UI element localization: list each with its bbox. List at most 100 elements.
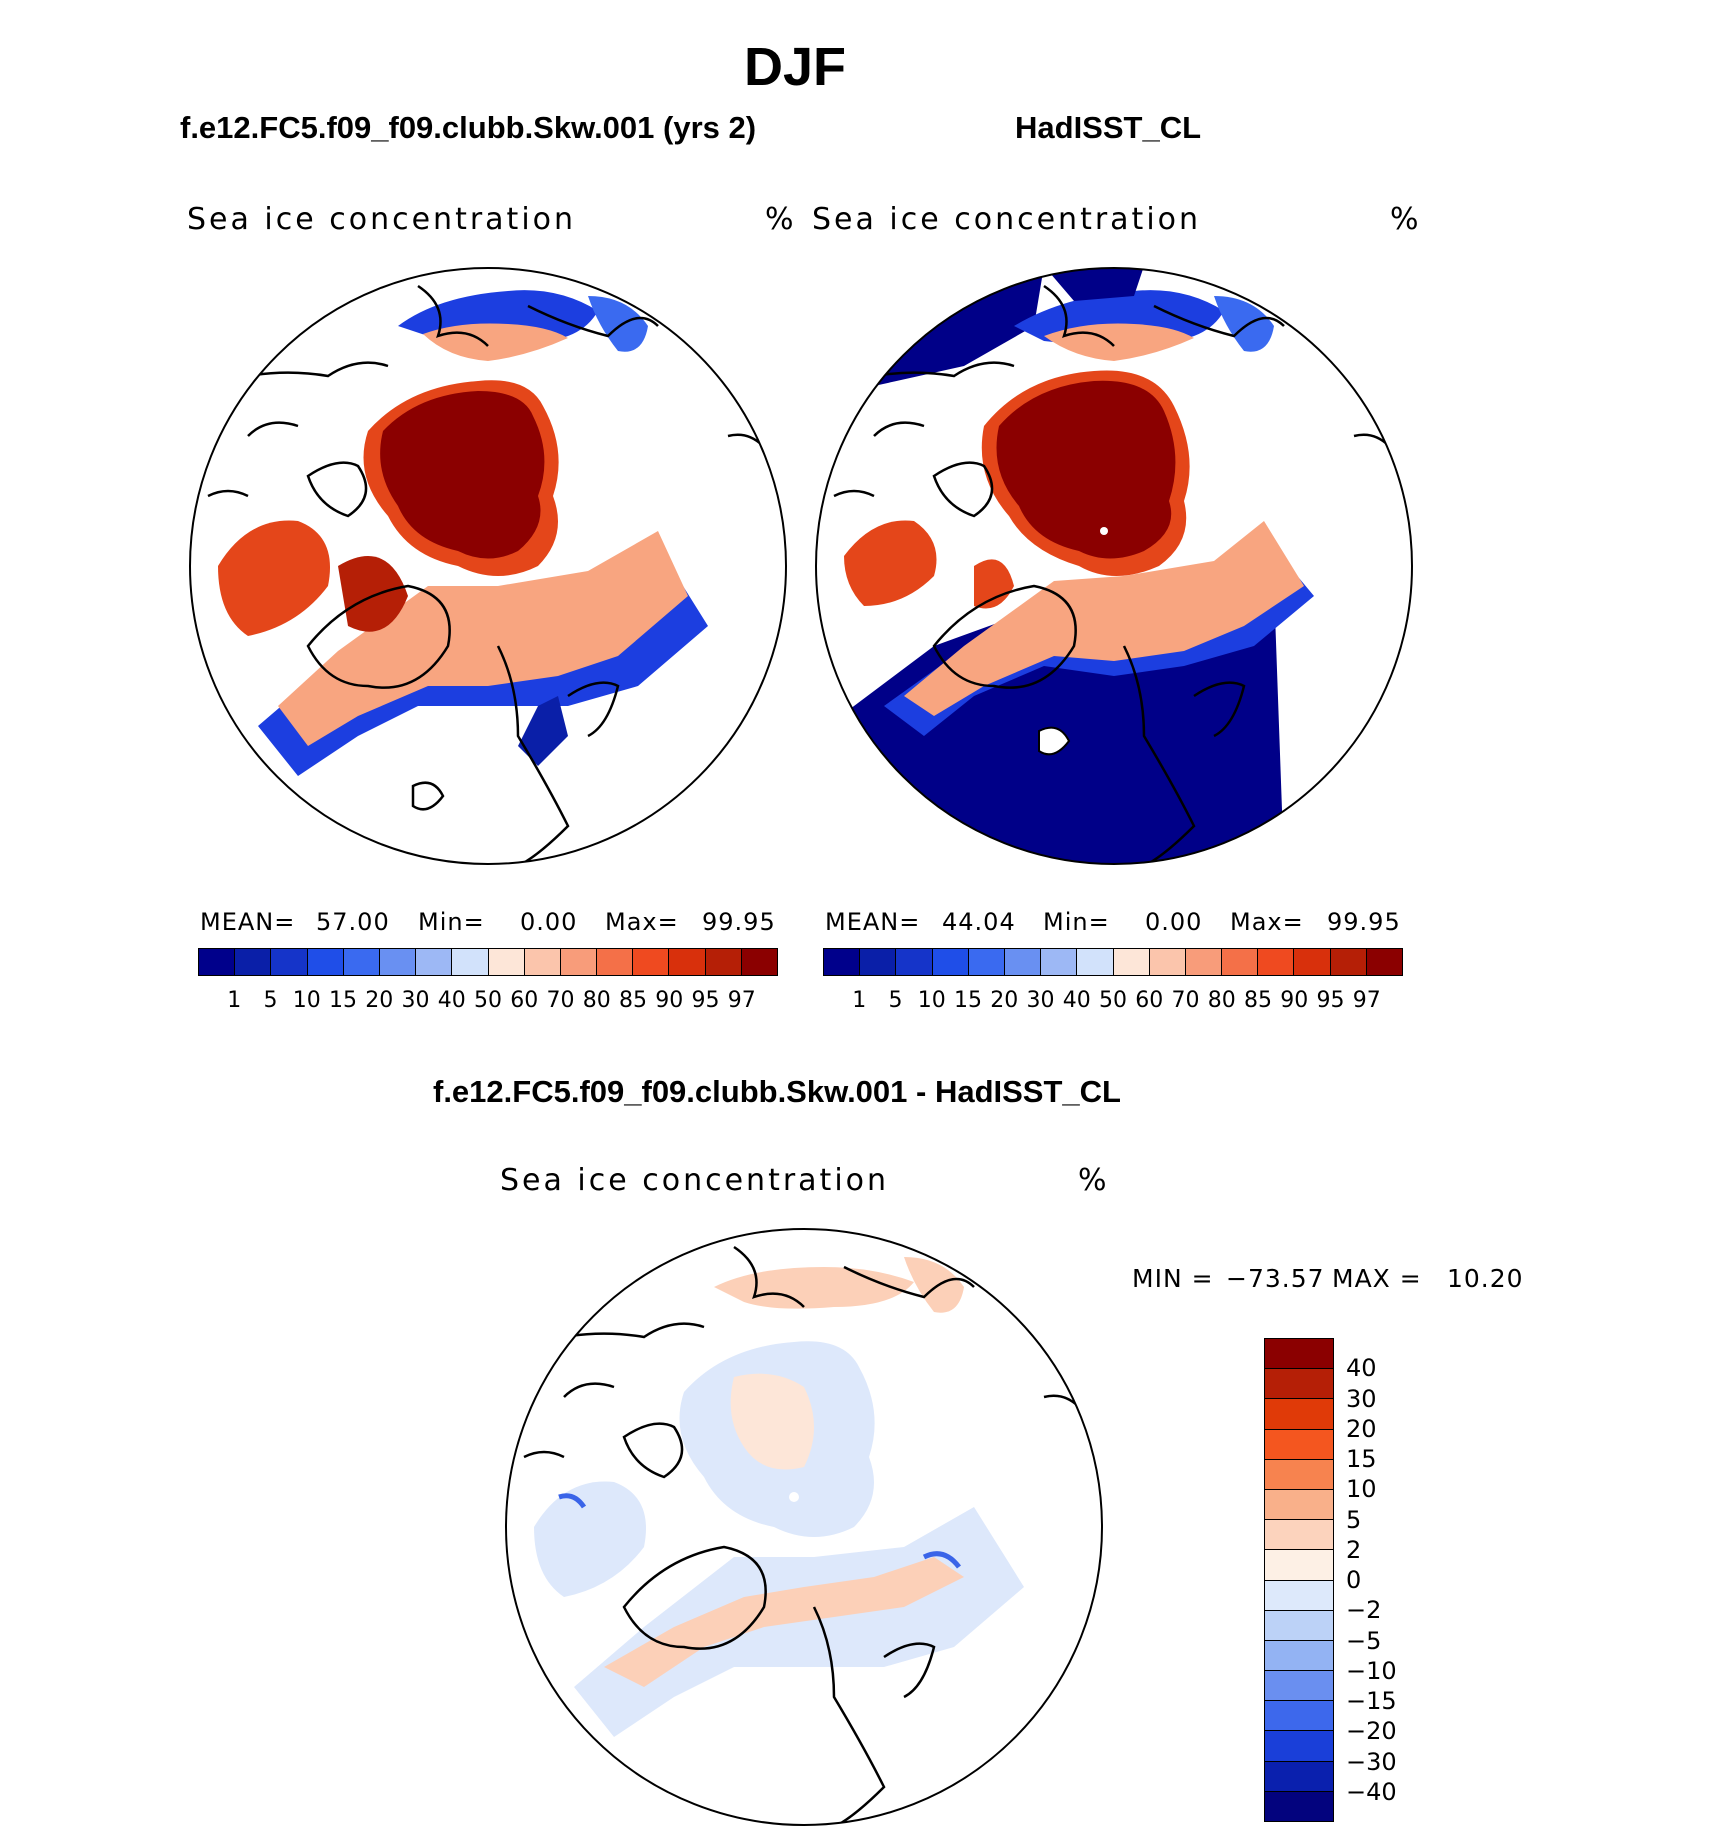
left-max-value: 99.95 bbox=[702, 908, 776, 936]
diff-min-value: −73.57 bbox=[1226, 1264, 1325, 1293]
map-left bbox=[189, 267, 787, 865]
colorbar-right-tick-label: 70 bbox=[1171, 988, 1200, 1013]
colorbar-diff-ticks: 40 30 20 15 10 5 2 0 −2 −5 −10 −15 −20 −30 −40 bbox=[1346, 1338, 1446, 1822]
colorbar-right-tick-label: 97 bbox=[1352, 988, 1381, 1013]
colorbar-diff bbox=[1264, 1338, 1334, 1822]
colorbar-diff-swatch bbox=[1265, 1671, 1333, 1702]
right-mean-value: 44.04 bbox=[942, 908, 1016, 936]
colorbar-diff-tick-label: −5 bbox=[1346, 1626, 1382, 1655]
colorbar-diff-swatch bbox=[1265, 1429, 1333, 1460]
colorbar-diff-tick-label: 30 bbox=[1346, 1384, 1377, 1413]
colorbar-right-swatch bbox=[824, 949, 861, 975]
colorbar-diff-swatch bbox=[1265, 1761, 1333, 1792]
colorbar-diff-tick-label: 20 bbox=[1346, 1414, 1377, 1443]
colorbar-left bbox=[198, 948, 778, 976]
colorbar-left-tick-label: 20 bbox=[365, 988, 394, 1013]
colorbar-diff-tick-label: −20 bbox=[1346, 1717, 1397, 1746]
colorbar-left-tick-label: 70 bbox=[546, 988, 575, 1013]
colorbar-right-swatch bbox=[1077, 949, 1114, 975]
colorbar-left-swatch bbox=[741, 949, 777, 975]
colorbar-left-tick-label: 60 bbox=[510, 988, 539, 1013]
colorbar-diff-tick-label: 15 bbox=[1346, 1445, 1377, 1473]
panel-diff-subtitle: f.e12.FC5.f09_f09.clubb.Skw.001 - HadISS… bbox=[433, 1074, 1121, 1109]
diff-max-label: MAX = bbox=[1332, 1264, 1422, 1293]
colorbar-left-tick-label: 85 bbox=[619, 988, 647, 1013]
colorbar-diff-tick-label: 2 bbox=[1346, 1535, 1362, 1564]
colorbar-left-tick-label: 15 bbox=[329, 988, 357, 1013]
colorbar-diff-swatch bbox=[1265, 1550, 1333, 1581]
map-diff bbox=[505, 1228, 1103, 1826]
colorbar-right-swatch bbox=[1330, 949, 1367, 975]
colorbar-diff-swatch bbox=[1265, 1701, 1333, 1732]
panel-diff-units: % bbox=[1078, 1163, 1110, 1198]
colorbar-left-swatch bbox=[669, 949, 706, 975]
panel-right-variable: Sea ice concentration bbox=[812, 202, 1202, 237]
colorbar-left-tick-label: 80 bbox=[582, 988, 611, 1013]
colorbar-right-swatch bbox=[1113, 949, 1150, 975]
colorbar-diff-swatch bbox=[1265, 1791, 1333, 1821]
colorbar-diff-swatch bbox=[1265, 1489, 1333, 1521]
colorbar-right-swatch bbox=[1222, 949, 1259, 975]
left-min-value: 0.00 bbox=[520, 908, 578, 936]
colorbar-left-tick-label: 50 bbox=[474, 988, 502, 1013]
colorbar-right-tick-label: 30 bbox=[1026, 988, 1055, 1013]
colorbar-left-swatch bbox=[452, 949, 489, 975]
colorbar-diff-tick-label: 0 bbox=[1346, 1566, 1362, 1594]
colorbar-right-swatch bbox=[1294, 949, 1331, 975]
right-min-label: Min= bbox=[1043, 908, 1110, 936]
right-min-value: 0.00 bbox=[1145, 908, 1203, 936]
colorbar-right-tick-label: 10 bbox=[917, 988, 946, 1013]
colorbar-diff-tick-label: 40 bbox=[1346, 1354, 1377, 1383]
colorbar-diff-swatch bbox=[1265, 1520, 1333, 1551]
left-mean-label: MEAN= bbox=[200, 908, 296, 936]
colorbar-right-swatch bbox=[1258, 949, 1295, 975]
colorbar-left-swatch bbox=[597, 949, 634, 975]
colorbar-right-tick-label: 1 bbox=[852, 988, 867, 1013]
colorbar-diff-tick-label: −15 bbox=[1346, 1687, 1397, 1715]
colorbar-left-tick-label: 30 bbox=[401, 988, 430, 1013]
diff-min-label: MIN = bbox=[1132, 1264, 1214, 1293]
colorbar-left-tick-label: 5 bbox=[263, 988, 278, 1013]
colorbar-left-swatch bbox=[307, 949, 344, 975]
right-max-label: Max= bbox=[1230, 908, 1304, 936]
colorbar-diff-swatch bbox=[1265, 1369, 1333, 1400]
colorbar-right-swatch bbox=[1149, 949, 1186, 975]
colorbar-right-swatch bbox=[1004, 949, 1042, 975]
colorbar-diff-swatch bbox=[1265, 1339, 1333, 1370]
colorbar-left-swatch bbox=[633, 949, 670, 975]
colorbar-left-swatch bbox=[416, 949, 453, 975]
colorbar-left-swatch bbox=[560, 949, 598, 975]
colorbar-right-swatch bbox=[860, 949, 897, 975]
colorbar-right-swatch bbox=[932, 949, 969, 975]
colorbar-right-tick-label: 80 bbox=[1207, 988, 1236, 1013]
colorbar-left-swatch bbox=[379, 949, 417, 975]
colorbar-diff-swatch bbox=[1265, 1610, 1333, 1641]
colorbar-diff-swatch bbox=[1265, 1399, 1333, 1430]
colorbar-right-tick-label: 60 bbox=[1135, 988, 1164, 1013]
colorbar-diff-tick-label: −2 bbox=[1346, 1596, 1382, 1625]
colorbar-left-swatch bbox=[271, 949, 308, 975]
colorbar-left-tick-label: 10 bbox=[292, 988, 321, 1013]
left-max-label: Max= bbox=[605, 908, 679, 936]
left-mean-value: 57.00 bbox=[316, 908, 390, 936]
colorbar-left-swatch bbox=[343, 949, 380, 975]
colorbar-right-swatch bbox=[968, 949, 1005, 975]
colorbar-left-tick-label: 1 bbox=[227, 988, 242, 1013]
right-mean-label: MEAN= bbox=[825, 908, 921, 936]
colorbar-left-swatch bbox=[199, 949, 236, 975]
colorbar-right-tick-label: 90 bbox=[1280, 988, 1309, 1013]
figure-title: DJF bbox=[743, 37, 846, 97]
colorbar-diff-tick-label: −30 bbox=[1346, 1747, 1397, 1776]
colorbar-right-tick-label: 40 bbox=[1062, 988, 1091, 1013]
left-min-label: Min= bbox=[418, 908, 485, 936]
colorbar-diff-tick-label: −40 bbox=[1346, 1777, 1397, 1806]
colorbar-diff-tick-label: 10 bbox=[1346, 1475, 1377, 1504]
colorbar-right bbox=[823, 948, 1403, 976]
colorbar-left-tick-label: 40 bbox=[437, 988, 466, 1013]
colorbar-right-ticks: 1 5 10 15 20 30 40 50 60 70 80 85 90 95 97 bbox=[823, 988, 1403, 1018]
map-right bbox=[815, 267, 1413, 865]
colorbar-right-tick-label: 95 bbox=[1316, 988, 1345, 1013]
colorbar-diff-swatch bbox=[1265, 1580, 1333, 1611]
colorbar-right-swatch bbox=[1366, 949, 1402, 975]
colorbar-left-swatch bbox=[705, 949, 742, 975]
